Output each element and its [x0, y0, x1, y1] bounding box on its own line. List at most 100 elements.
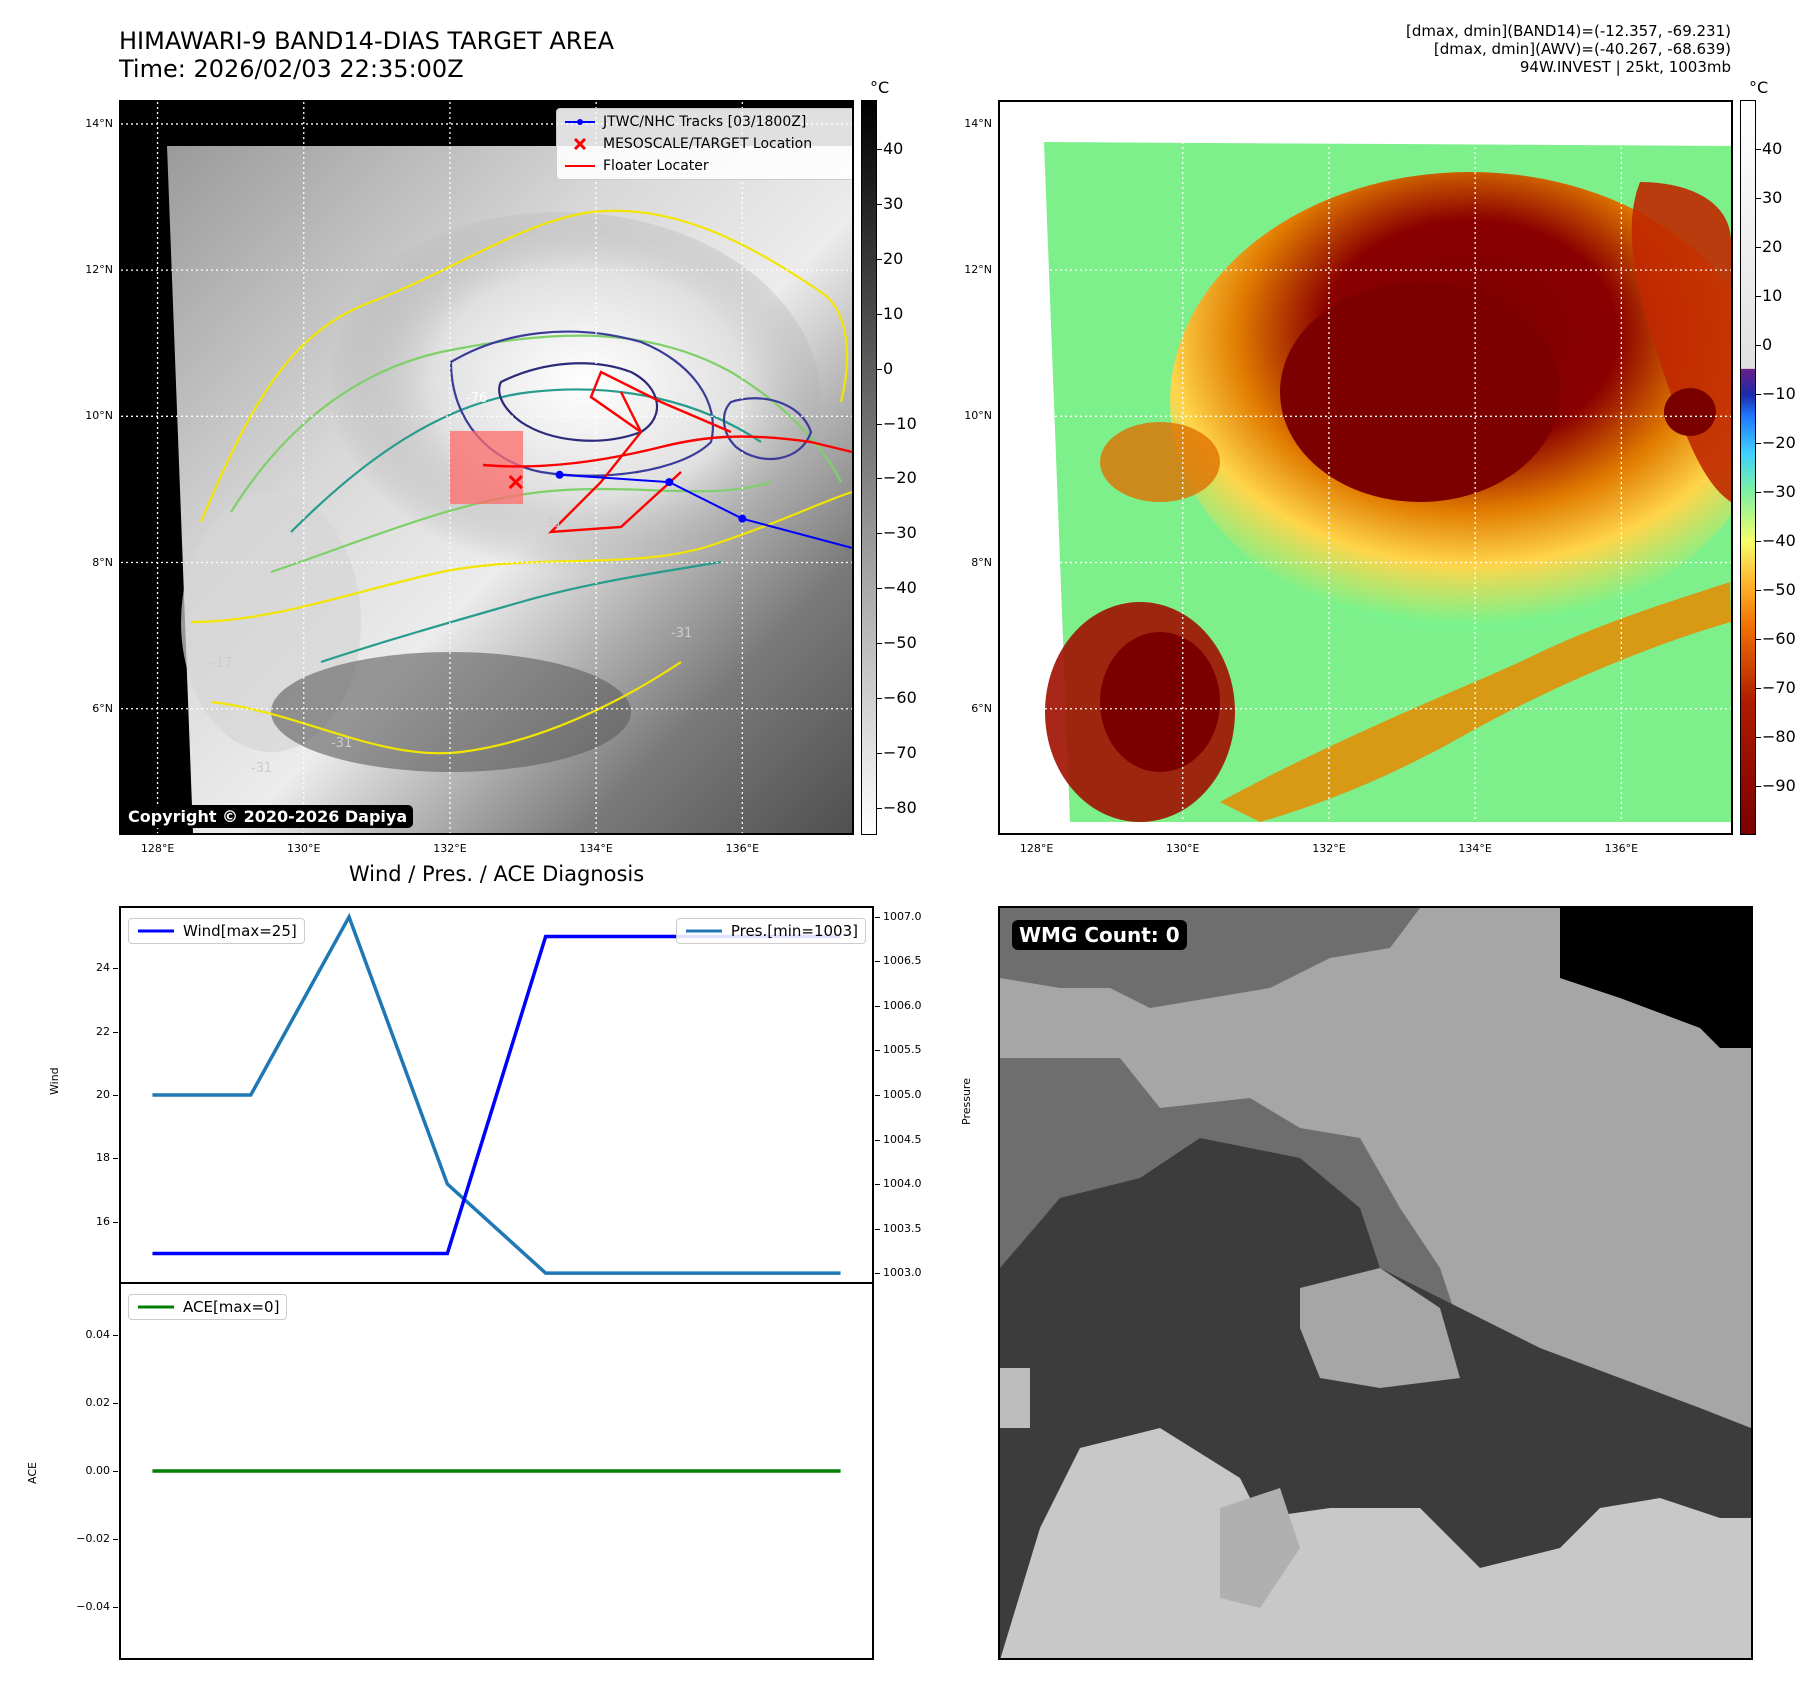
- axis-tick-mark: [113, 1607, 118, 1608]
- map-gridlines: [121, 102, 852, 833]
- figure-time: Time: 2026/02/03 22:35:00Z: [119, 55, 464, 83]
- map-legend: JTWC/NHC Tracks [03/1800Z] MESOSCALE/TAR…: [556, 108, 852, 180]
- axis-tick-label: −0.04: [76, 1600, 110, 1613]
- pressure-axis-label: Pressure: [960, 1078, 973, 1125]
- wmg-panel: WMG Count: 0: [998, 906, 1753, 1660]
- axis-tick-mark: [113, 1335, 118, 1336]
- axis-tick-mark: [875, 1139, 880, 1141]
- info-block: [dmax, dmin](BAND14)=(-12.357, -69.231) …: [1406, 22, 1731, 76]
- colorbar-tick-mark: [1756, 198, 1761, 199]
- lon-tick-label: 130°E: [1166, 842, 1200, 855]
- colorbar-tick-label: −20: [883, 468, 917, 488]
- target-x-stroke: [508, 475, 523, 490]
- colorbar-tick-mark: [1756, 247, 1761, 248]
- colorbar-tick-label: 0: [1762, 335, 1773, 354]
- lon-tick-label: 132°E: [433, 842, 467, 855]
- lon-tick-label: 132°E: [1312, 842, 1346, 855]
- lat-tick-label: 10°N: [964, 409, 992, 423]
- colorbar-tick-mark: [877, 149, 882, 151]
- axis-tick-label: 24: [96, 961, 110, 975]
- axis-tick-label: 0.04: [85, 1328, 111, 1341]
- colorbar-tick-label: 0: [883, 358, 894, 378]
- lat-tick-label: 14°N: [964, 116, 992, 130]
- band14-colorbar: [861, 100, 877, 835]
- contour-label: -31: [251, 761, 272, 776]
- lat-tick-label: 8°N: [92, 555, 113, 569]
- contour-label: -17: [211, 656, 232, 671]
- contour-label: -31: [671, 626, 692, 641]
- colorbar-tick-mark: [1756, 492, 1761, 493]
- axis-tick-mark: [113, 1471, 118, 1472]
- colorbar-tick-mark: [877, 752, 882, 754]
- axis-tick-mark: [875, 1184, 880, 1186]
- legend-line-swatch: [565, 165, 595, 167]
- axis-tick-label: 20: [96, 1088, 110, 1101]
- colorbar-tick-label: −70: [1762, 678, 1796, 697]
- lon-tick-label: 136°E: [725, 842, 760, 855]
- pressure-legend-swatch: [685, 929, 722, 933]
- lat-tick-label: 12°N: [85, 263, 113, 277]
- lat-tick-label: 14°N: [85, 116, 113, 130]
- info-awv: [dmax, dmin](AWV)=(-40.267, -68.639): [1433, 40, 1731, 58]
- track-point: [738, 514, 747, 523]
- colorbar-tick-mark: [877, 588, 882, 590]
- lat-tick-label: 10°N: [85, 409, 113, 423]
- temperature-contours: [190, 209, 852, 755]
- figure-title: HIMAWARI-9 BAND14-DIAS TARGET AREA: [119, 27, 615, 55]
- colorbar-tick-mark: [877, 259, 882, 261]
- target-marker: [508, 475, 523, 490]
- colorbar-tick-label: −10: [1762, 384, 1796, 403]
- pressure-legend: Pres.[min=1003]: [675, 918, 866, 944]
- axis-tick-label: 1006.5: [883, 954, 922, 968]
- colorbar-tick-label: −20: [1762, 433, 1796, 452]
- contour-label: -31: [331, 736, 352, 751]
- colorbar-tick-label: −70: [883, 742, 917, 762]
- wmg-image: [1000, 908, 1751, 1658]
- axis-tick-label: 1004.0: [883, 1177, 922, 1191]
- colorbar-tick-mark: [1756, 345, 1761, 346]
- floater-locater-line: [482, 370, 852, 534]
- colorbar-tick-mark: [877, 423, 882, 425]
- axis-tick-mark: [875, 1273, 880, 1275]
- colorbar-tick-label: −30: [1762, 482, 1796, 501]
- axis-tick-label: 1003.0: [883, 1266, 922, 1280]
- axis-tick-label: 0.00: [85, 1464, 111, 1477]
- band14-map: -76 -31 -31 -31 -17 -31 Copyright © 2020…: [119, 100, 854, 835]
- legend-track-swatch: [565, 119, 595, 125]
- ace-plot: ACE[max=0]: [119, 1282, 874, 1660]
- colorbar-tick-mark: [877, 533, 882, 535]
- wmg-count-badge: WMG Count: 0: [1012, 920, 1187, 950]
- diagnosis-title: Wind / Pres. / ACE Diagnosis: [348, 862, 645, 886]
- lon-tick-label: 128°E: [1019, 842, 1054, 855]
- legend-item-target: MESOSCALE/TARGET Location: [563, 133, 849, 155]
- colorbar-tick-mark: [877, 478, 882, 480]
- colorbar-tick-mark: [1756, 688, 1761, 689]
- ace-legend: ACE[max=0]: [128, 1294, 288, 1320]
- ace-svg: [152, 1469, 841, 1473]
- colorbar-tick-label: 20: [883, 249, 904, 269]
- band14-colorbar-unit: °C: [870, 78, 890, 97]
- axis-tick-label: 1003.5: [883, 1221, 922, 1235]
- lon-tick-label: 128°E: [140, 842, 175, 855]
- axis-tick-label: 1007.0: [883, 909, 922, 923]
- axis-tick-label: 1005.5: [883, 1043, 922, 1057]
- colorbar-tick-mark: [877, 807, 882, 809]
- axis-tick-label: 16: [96, 1214, 110, 1228]
- map-gridlines: [1000, 102, 1731, 833]
- axis-tick-label: 0.02: [85, 1396, 111, 1409]
- colorbar-tick-label: 30: [883, 194, 904, 214]
- colorbar-tick-mark: [877, 313, 882, 315]
- colorbar-tick-label: −50: [883, 633, 917, 653]
- colorbar-tick-mark: [1756, 394, 1761, 395]
- axis-tick-label: 1004.5: [883, 1132, 922, 1146]
- axis-tick-label: 22: [96, 1024, 110, 1038]
- awv-colorbar: [1740, 100, 1756, 835]
- colorbar-tick-mark: [1756, 541, 1761, 542]
- contour-label: -76: [466, 391, 487, 406]
- awv-map: [998, 100, 1733, 835]
- axis-tick-mark: [875, 1095, 880, 1096]
- legend-item-tracks: JTWC/NHC Tracks [03/1800Z]: [563, 111, 849, 133]
- wind-pressure-plot: Wind[max=25] Pres.[min=1003]: [119, 906, 874, 1284]
- colorbar-tick-label: −90: [1762, 776, 1796, 795]
- jtwc-track-points: [555, 470, 747, 523]
